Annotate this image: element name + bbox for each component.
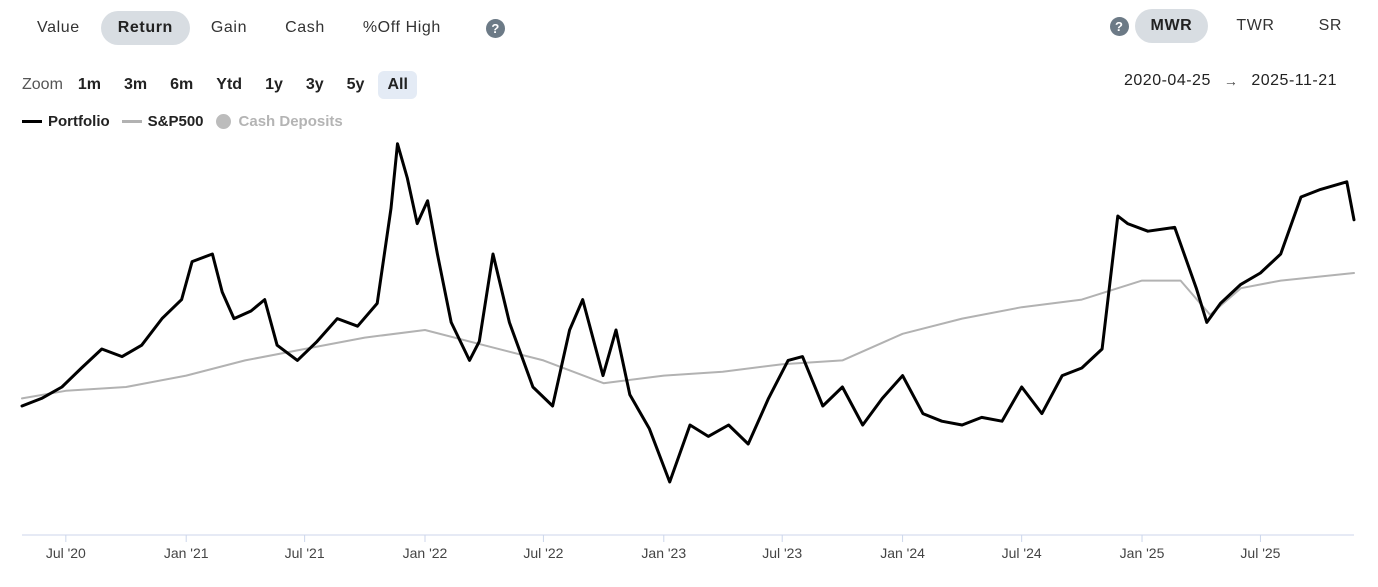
x-tick-label: Jul '20	[46, 545, 86, 561]
zoom-label: Zoom	[22, 76, 63, 93]
sp500-series-line[interactable]	[21, 272, 1355, 400]
legend-item-sp500[interactable]: S&P500	[121, 112, 204, 130]
x-tick-label: Jan '21	[164, 545, 209, 561]
tab-mwr[interactable]: MWR	[1134, 9, 1209, 43]
x-tick-label: Jan '24	[880, 545, 925, 561]
legend-item-cash-deposits[interactable]: Cash Deposits	[215, 112, 343, 130]
help-icon[interactable]: ?	[485, 18, 505, 38]
metric-tabs: Value Return Gain Cash %Off High ?	[20, 11, 505, 45]
portfolio-series-line[interactable]	[20, 142, 1356, 484]
date-range-end[interactable]: 2025-11-21	[1251, 72, 1337, 89]
zoom-controls: Zoom 1m 3m 6m Ytd 1y 3y 5y All	[22, 71, 422, 99]
cash-deposits-dot-marker	[215, 113, 231, 129]
zoom-1m-button[interactable]: 1m	[77, 76, 102, 93]
arrow-right-icon: →	[1223, 73, 1239, 89]
zoom-3m-button[interactable]: 3m	[124, 76, 148, 93]
tab-sr[interactable]: SR	[1318, 17, 1342, 34]
x-tick-label: Jul '23	[762, 545, 802, 561]
x-axis: Jul '20 Jan '21 Jul '21 Jan '22 Jul '22 Jan '…	[22, 534, 1354, 561]
tab-value[interactable]: Value	[37, 19, 80, 36]
x-tick-label: Jan '22	[403, 545, 448, 561]
tab-gain[interactable]: Gain	[210, 19, 248, 36]
method-tabs: ? MWR TWR SR	[1109, 9, 1358, 43]
tab-off-high[interactable]: %Off High	[362, 19, 441, 36]
x-tick-label: Jul '24	[1002, 545, 1042, 561]
date-range: 2020-04-25 → 2025-11-21	[1124, 72, 1337, 90]
legend-label-portfolio: Portfolio	[48, 112, 110, 130]
chart-legend: Portfolio S&P500 Cash Deposits	[22, 110, 355, 132]
tab-return[interactable]: Return	[100, 11, 190, 45]
date-range-start[interactable]: 2020-04-25	[1124, 72, 1211, 89]
x-tick-label: Jul '22	[523, 545, 563, 561]
x-tick-label: Jul '25	[1240, 545, 1280, 561]
legend-label-sp500: S&P500	[147, 112, 204, 130]
x-tick-label: Jul '21	[285, 545, 325, 561]
tab-twr[interactable]: TWR	[1236, 17, 1275, 34]
zoom-ytd-button[interactable]: Ytd	[216, 76, 243, 93]
zoom-1y-button[interactable]: 1y	[265, 76, 283, 93]
zoom-all-button[interactable]: All	[378, 71, 417, 99]
legend-item-portfolio[interactable]: Portfolio	[22, 113, 110, 130]
x-tick-label: Jan '23	[641, 545, 686, 561]
series-layer	[20, 142, 1356, 484]
method-help-icon[interactable]: ?	[1109, 16, 1129, 36]
x-tick-label: Jan '25	[1120, 545, 1165, 561]
tab-cash[interactable]: Cash	[285, 19, 325, 36]
portfolio-line-marker	[22, 119, 42, 123]
zoom-6m-button[interactable]: 6m	[170, 76, 194, 93]
sp500-line-marker	[121, 119, 142, 123]
zoom-5y-button[interactable]: 5y	[346, 76, 365, 93]
zoom-3y-button[interactable]: 3y	[305, 76, 324, 93]
legend-label-cash-deposits: Cash Deposits	[238, 112, 343, 130]
